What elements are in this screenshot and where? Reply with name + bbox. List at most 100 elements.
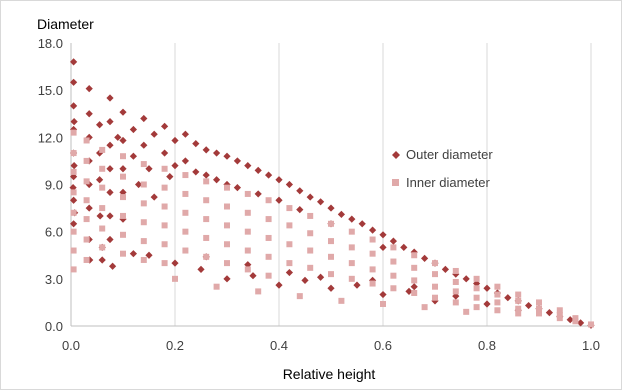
x-axis-title: Relative height bbox=[283, 366, 376, 382]
outer-diameter-point bbox=[275, 176, 283, 184]
inner-diameter-point bbox=[369, 266, 376, 273]
outer-diameter-point bbox=[265, 171, 273, 179]
inner-diameter-point bbox=[203, 234, 210, 241]
outer-diameter-point bbox=[358, 220, 366, 228]
inner-diameter-point bbox=[120, 173, 126, 180]
inner-diameter-point bbox=[224, 241, 230, 248]
outer-diameter-point bbox=[462, 275, 470, 283]
inner-diameter-point bbox=[536, 310, 542, 317]
inner-diameter-point bbox=[494, 291, 501, 298]
inner-diameter-point bbox=[328, 238, 334, 245]
inner-diameter-point bbox=[572, 318, 579, 325]
inner-diameter-point bbox=[83, 157, 90, 164]
outer-diameter-point bbox=[213, 149, 221, 157]
outer-diameter-point bbox=[410, 283, 418, 291]
inner-diameter-point bbox=[83, 137, 90, 144]
y-tick-label: 0.0 bbox=[45, 319, 63, 334]
y-tick-label: 18.0 bbox=[38, 36, 63, 51]
inner-diameter-point bbox=[161, 260, 168, 267]
inner-diameter-point bbox=[473, 275, 480, 282]
outer-diameter-point bbox=[106, 118, 114, 126]
inner-diameter-point bbox=[70, 228, 77, 235]
outer-diameter-point bbox=[161, 149, 169, 157]
y-tick-label: 12.0 bbox=[38, 130, 63, 145]
inner-diameter-point bbox=[536, 299, 542, 306]
inner-diameter-point bbox=[182, 190, 189, 197]
inner-diameter-point bbox=[307, 264, 314, 271]
inner-diameter-point bbox=[307, 247, 314, 254]
inner-diameter-point bbox=[99, 205, 106, 212]
outer-diameter-point bbox=[192, 140, 200, 148]
inner-diameter-point bbox=[99, 146, 106, 153]
inner-diameter-point bbox=[224, 260, 230, 267]
inner-diameter-point bbox=[140, 200, 147, 207]
inner-diameter-point bbox=[120, 250, 126, 257]
inner-diameter-point bbox=[83, 197, 90, 204]
outer-diameter-point bbox=[285, 268, 293, 277]
inner-diameter-point bbox=[390, 272, 397, 279]
inner-diameter-point bbox=[473, 304, 480, 311]
inner-diameter-point bbox=[432, 294, 438, 301]
inner-diameter-point bbox=[182, 228, 189, 235]
outer-diameter-point bbox=[140, 114, 148, 123]
outer-diameter-point bbox=[70, 162, 78, 170]
inner-diameter-point bbox=[556, 315, 563, 322]
outer-diameter-point bbox=[114, 133, 122, 141]
outer-diameter-point bbox=[135, 180, 143, 189]
outer-diameter-point bbox=[317, 198, 325, 206]
inner-diameter-point bbox=[390, 258, 397, 265]
inner-diameter-point bbox=[244, 209, 251, 216]
inner-diameter-point bbox=[265, 253, 272, 260]
axes bbox=[70, 43, 591, 327]
outer-diameter-point bbox=[85, 110, 93, 118]
outer-diameter-point bbox=[405, 287, 413, 296]
inner-diameter-point bbox=[161, 184, 168, 191]
outer-diameter-point bbox=[244, 162, 252, 170]
y-tick-label: 6.0 bbox=[45, 225, 63, 240]
outer-diameter-point bbox=[145, 165, 153, 173]
outer-diameter-point bbox=[452, 292, 460, 300]
outer-diameter-point bbox=[473, 279, 481, 288]
series-inner-diameter bbox=[70, 129, 594, 328]
inner-diameter-point bbox=[515, 305, 522, 312]
outer-diameter-point bbox=[202, 146, 210, 154]
inner-diameter-point bbox=[224, 184, 230, 191]
inner-diameter-point bbox=[83, 216, 90, 223]
outer-diameter-point bbox=[70, 58, 78, 66]
inner-diameter-point bbox=[224, 203, 230, 210]
outer-diameter-point bbox=[69, 184, 77, 192]
inner-diameter-point bbox=[421, 304, 428, 311]
inner-diameter-point bbox=[432, 283, 438, 290]
inner-diameter-point bbox=[161, 241, 168, 248]
inner-diameter-point bbox=[83, 256, 90, 263]
outer-diameter-point bbox=[577, 319, 585, 327]
inner-diameter-point bbox=[286, 260, 293, 267]
inner-diameter-point bbox=[213, 283, 220, 290]
inner-diameter-point bbox=[286, 241, 293, 248]
outer-diameter-point bbox=[504, 294, 512, 302]
outer-diameter-point bbox=[483, 284, 491, 292]
outer-diameter-point bbox=[244, 261, 252, 269]
inner-diameter-point bbox=[255, 288, 262, 295]
outer-diameter-point bbox=[98, 256, 106, 264]
outer-diameter-point bbox=[119, 165, 127, 173]
outer-diameter-point bbox=[353, 281, 361, 289]
inner-diameter-point bbox=[494, 299, 501, 306]
inner-diameter-point bbox=[203, 197, 210, 204]
inner-diameter-point bbox=[515, 310, 522, 317]
outer-diameter-point bbox=[166, 173, 174, 181]
inner-diameter-point bbox=[70, 247, 77, 254]
inner-diameter-point bbox=[348, 260, 355, 267]
inner-diameter-point bbox=[140, 219, 147, 226]
outer-diameter-point bbox=[223, 275, 231, 283]
x-tick-label: 0.0 bbox=[62, 338, 80, 353]
outer-diameter-point bbox=[181, 130, 189, 138]
inner-diameter-point bbox=[452, 278, 459, 285]
x-tick-label: 0.8 bbox=[478, 338, 496, 353]
inner-diameter-point bbox=[494, 307, 501, 314]
outer-diameter-point bbox=[400, 243, 408, 251]
inner-diameter-point bbox=[463, 308, 470, 315]
outer-diameter-point bbox=[369, 276, 377, 285]
outer-diameter-point bbox=[129, 152, 137, 160]
inner-diameter-point bbox=[536, 305, 542, 312]
